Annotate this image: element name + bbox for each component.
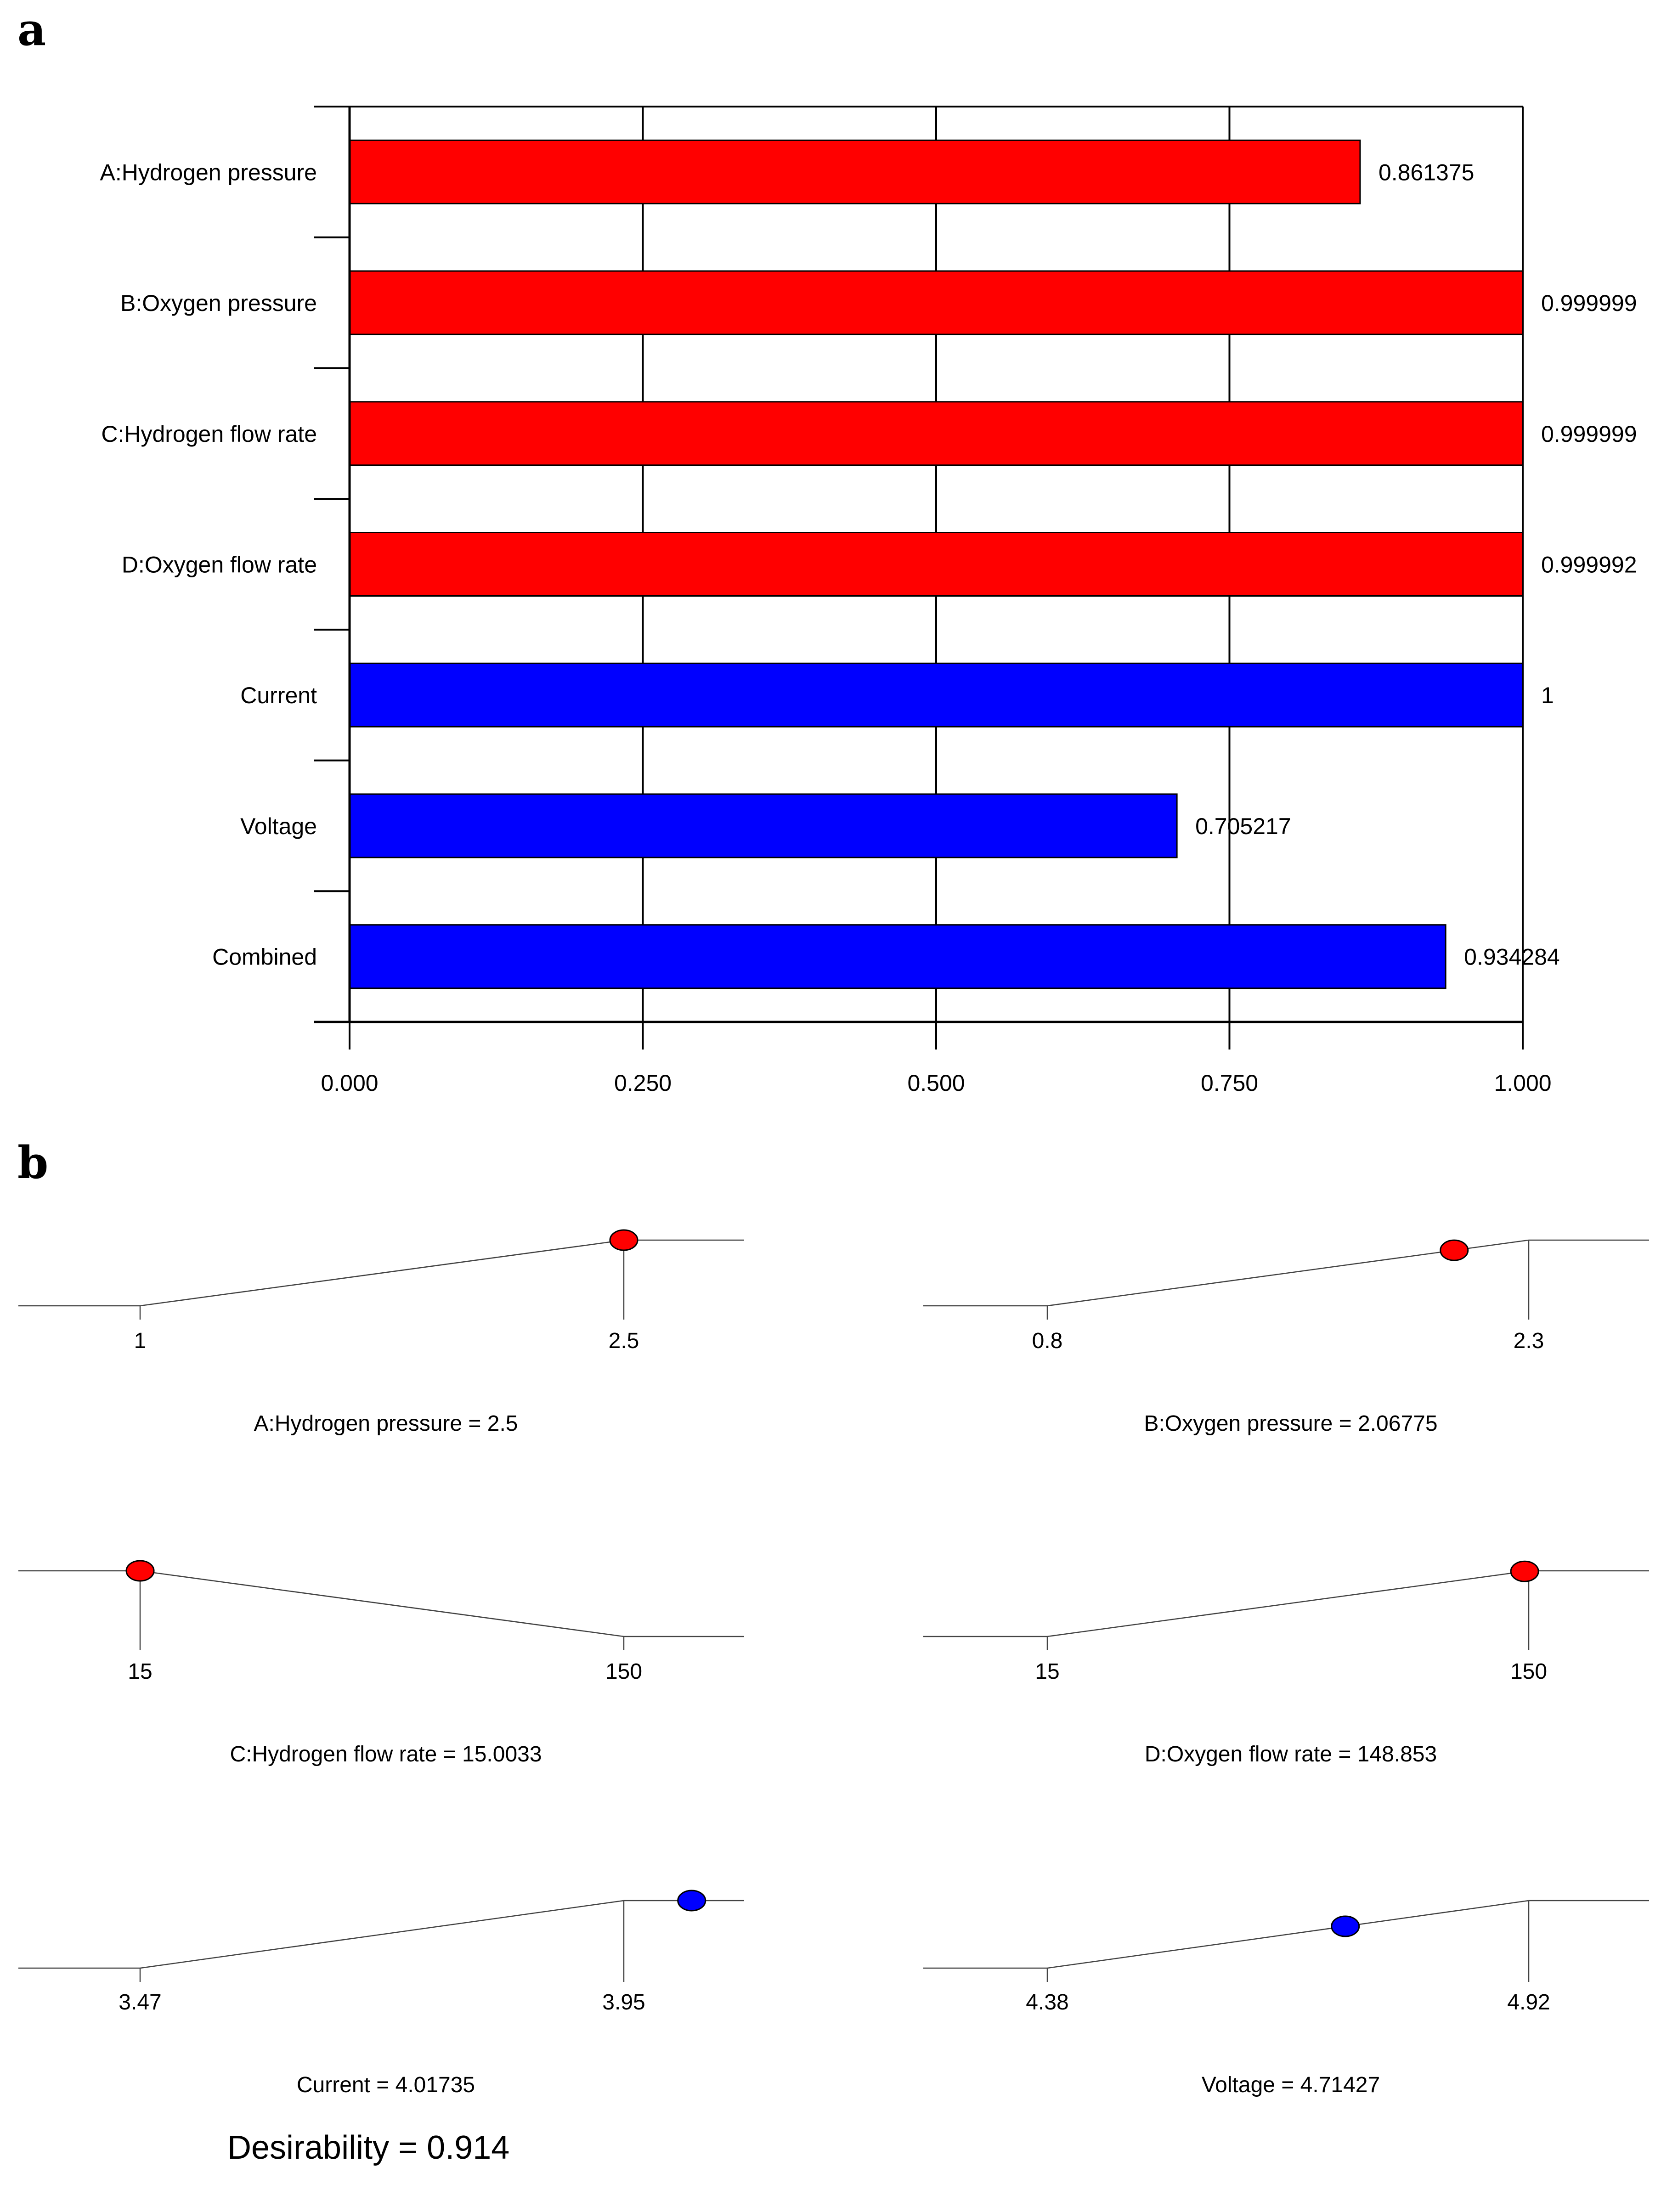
bar bbox=[349, 532, 1524, 597]
ramp-plot: 1 2.5 A:Hydrogen pressure = 2.5 bbox=[18, 1229, 744, 1436]
factor-caption: C:Hydrogen flow rate = 15.0033 bbox=[230, 1742, 542, 1766]
category-label: D:Oxygen flow rate bbox=[122, 552, 317, 578]
bar-value-label: 0.999992 bbox=[1541, 552, 1637, 578]
low-limit-label: 3.47 bbox=[119, 1990, 161, 2014]
ramp-slope bbox=[140, 1570, 624, 1637]
bar-value-label: 0.861375 bbox=[1379, 159, 1475, 185]
desirability-bar-chart: 0.000 0.250 0.500 0.750 1.000 A:Hydrogen pres… bbox=[100, 106, 1637, 1096]
x-tick-label: 0.000 bbox=[321, 1070, 378, 1096]
setting-marker bbox=[125, 1560, 155, 1582]
bar bbox=[349, 270, 1524, 335]
ramp-plot: 15 150 D:Oxygen flow rate = 148.853 bbox=[923, 1560, 1649, 1766]
panel-b-label: b bbox=[17, 1137, 49, 1189]
low-limit-label: 1 bbox=[134, 1329, 147, 1353]
panel-a-label: a bbox=[17, 4, 46, 56]
factor-caption: B:Oxygen pressure = 2.06775 bbox=[1144, 1411, 1437, 1436]
high-limit-label: 150 bbox=[1510, 1659, 1547, 1684]
high-limit-label: 4.92 bbox=[1507, 1990, 1550, 2014]
low-limit-label: 0.8 bbox=[1032, 1329, 1063, 1353]
high-limit-label: 2.5 bbox=[609, 1329, 639, 1353]
ramp-slope bbox=[140, 1239, 624, 1307]
low-limit-label: 15 bbox=[128, 1659, 152, 1684]
x-tick-label: 0.750 bbox=[1201, 1070, 1258, 1096]
bar-value-label: 0.934284 bbox=[1464, 944, 1560, 970]
x-tick-label: 1.000 bbox=[1494, 1070, 1551, 1096]
ramp-slope bbox=[140, 1900, 624, 1969]
ramp-slope bbox=[1047, 1900, 1529, 1969]
ramp-plot: 0.8 2.3 B:Oxygen pressure = 2.06775 bbox=[923, 1239, 1649, 1436]
low-limit-label: 4.38 bbox=[1026, 1990, 1068, 2014]
bar bbox=[349, 139, 1361, 204]
setting-marker bbox=[1510, 1560, 1539, 1582]
category-label: A:Hydrogen pressure bbox=[100, 159, 317, 185]
high-limit-label: 3.95 bbox=[602, 1990, 645, 2014]
bar bbox=[349, 662, 1524, 728]
bar-value-label: 0.999999 bbox=[1541, 290, 1637, 316]
factor-caption: D:Oxygen flow rate = 148.853 bbox=[1145, 1742, 1437, 1766]
setting-marker bbox=[677, 1890, 706, 1912]
ramp-plots: 1 2.5 A:Hydrogen pressure = 2.5 0.8 2.3 B:Oxy… bbox=[18, 1229, 1649, 2097]
ramp-slope bbox=[1047, 1570, 1529, 1637]
category-label: C:Hydrogen flow rate bbox=[101, 421, 317, 447]
ramp-plot: 15 150 C:Hydrogen flow rate = 15.0033 bbox=[18, 1560, 744, 1766]
factor-caption: Current = 4.01735 bbox=[297, 2073, 475, 2097]
x-tick-label: 0.250 bbox=[614, 1070, 672, 1096]
factor-caption: A:Hydrogen pressure = 2.5 bbox=[254, 1411, 518, 1436]
bar-value-label: 1 bbox=[1541, 683, 1554, 708]
category-label: Combined bbox=[212, 944, 317, 970]
factor-caption: Voltage = 4.71427 bbox=[1202, 2073, 1380, 2097]
x-tick-label: 0.500 bbox=[907, 1070, 965, 1096]
category-label: Voltage bbox=[240, 813, 317, 839]
ramp-plot: 4.38 4.92 Voltage = 4.71427 bbox=[923, 1900, 1649, 2097]
category-label: Current bbox=[240, 683, 317, 708]
bar bbox=[349, 401, 1524, 466]
category-label: B:Oxygen pressure bbox=[120, 290, 317, 316]
low-limit-label: 15 bbox=[1035, 1659, 1059, 1684]
ramp-plot: 3.47 3.95 Current = 4.01735 bbox=[18, 1890, 744, 2097]
bar-value-label: 0.999999 bbox=[1541, 421, 1637, 447]
bar-value-label: 0.705217 bbox=[1195, 813, 1291, 839]
high-limit-label: 150 bbox=[605, 1659, 642, 1684]
high-limit-label: 2.3 bbox=[1514, 1329, 1544, 1353]
setting-marker bbox=[1331, 1915, 1360, 1937]
setting-marker bbox=[1440, 1239, 1469, 1261]
bar bbox=[349, 793, 1178, 858]
setting-marker bbox=[609, 1229, 638, 1251]
bar bbox=[349, 924, 1446, 989]
desirability-value: Desirability = 0.914 bbox=[227, 2129, 510, 2166]
